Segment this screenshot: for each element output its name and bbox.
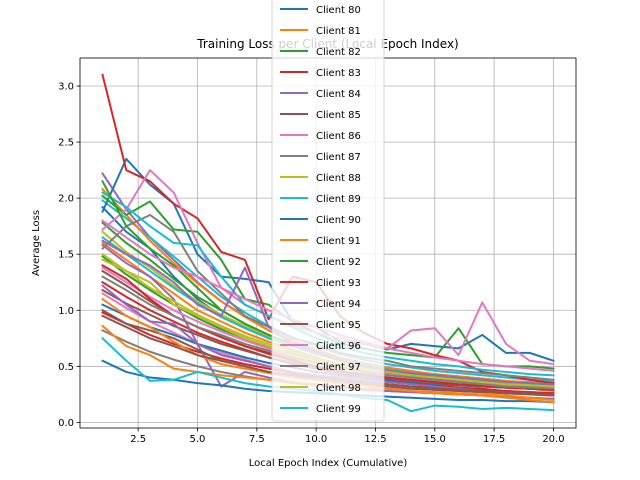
legend-label: Client 93 [316,278,361,289]
grid [80,58,576,428]
y-axis-label: Average Loss [31,210,42,276]
legend-label: Client 88 [316,173,361,184]
series-lines [101,73,555,413]
legend-label: Client 91 [316,236,361,247]
legend-label: Client 99 [316,404,361,415]
legend-label: Client 90 [316,215,361,226]
legend-label: Client 95 [316,320,361,331]
legend-label: Client 80 [316,5,361,16]
legend-label: Client 86 [316,131,361,142]
legend-label: Client 96 [316,341,361,352]
x-tick-label: 5.0 [190,434,206,445]
legend-label: Client 94 [316,299,361,310]
legend-label: Client 84 [316,89,361,100]
legend-label: Client 87 [316,152,361,163]
y-tick-label: 1.0 [58,306,74,317]
y-tick-label: 0.0 [58,418,74,429]
y-tick-label: 2.0 [58,194,74,205]
axis-ticks: 2.5 5.0 7.5 10.0 12.5 15.0 17.5 20.0 0.0 0.5 1.0 1.… [58,82,564,445]
legend-label: Client 83 [316,68,361,79]
x-tick-label: 20.0 [542,434,564,445]
x-tick-label: 7.5 [249,434,265,445]
y-tick-label: 0.5 [58,362,74,373]
legend-label: Client 85 [316,110,361,121]
y-tick-label: 2.5 [58,138,74,149]
legend-label: Client 82 [316,47,361,58]
x-tick-label: 15.0 [424,434,446,445]
legend-label: Client 89 [316,194,361,205]
x-tick-label: 12.5 [364,434,386,445]
legend-label: Client 97 [316,362,361,373]
legend-label: Client 81 [316,26,361,37]
x-tick-label: 2.5 [130,434,146,445]
x-tick-label: 10.0 [305,434,327,445]
legend-box [271,0,385,422]
x-tick-label: 17.5 [483,434,505,445]
y-tick-label: 3.0 [58,82,74,93]
legend: Client 80 Client 81 Client 82 Client 83 Clie… [271,0,385,422]
legend-label: Client 92 [316,257,361,268]
x-axis-label: Local Epoch Index (Cumulative) [249,458,408,469]
legend-label: Client 98 [316,383,361,394]
y-tick-label: 1.5 [58,250,74,261]
